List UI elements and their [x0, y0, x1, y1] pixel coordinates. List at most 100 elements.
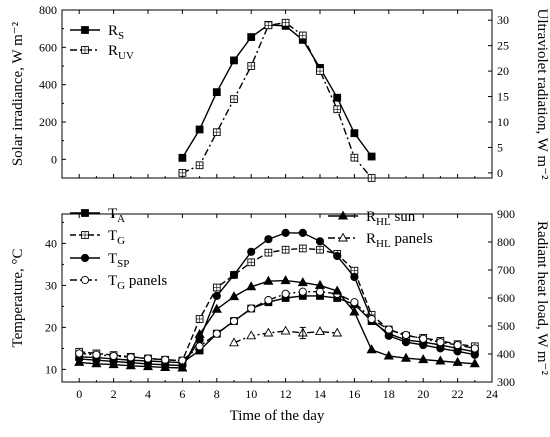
bottom-point-3: [315, 287, 325, 296]
bottom-point-4: [160, 361, 171, 371]
bottom-point-2: [281, 228, 290, 237]
bottom-y2-tick-label: 400: [497, 347, 515, 361]
top-series-1: [178, 18, 376, 182]
bottom-y-tick-label: 20: [45, 320, 57, 334]
bottom-point-3: [143, 354, 153, 363]
bottom-point-2: [229, 270, 239, 279]
bottom-y-tick-label: 30: [45, 278, 57, 292]
top-point-1: [316, 67, 324, 75]
bottom-point-1: [195, 315, 204, 323]
bottom-point-4: [194, 328, 205, 338]
bottom-point-4: [177, 362, 188, 372]
top-point-1: [195, 161, 204, 170]
top-y-axis-title: Solar irradiance, W m⁻²: [10, 21, 26, 166]
bottom-y2-tick-label: 500: [497, 319, 515, 333]
bottom-y-axis-title: Temperature, °C: [10, 248, 26, 347]
legend-label: RHL sun: [366, 209, 416, 228]
bottom-point-3: [75, 349, 84, 358]
top-y2-tick-label: 5: [497, 140, 503, 154]
top-y2-tick-label: 20: [497, 64, 509, 78]
top-series: [178, 18, 376, 182]
bottom-point-3: [212, 329, 221, 338]
top-y-tick-label: 0: [51, 152, 57, 166]
top-point-0: [367, 152, 376, 161]
x-tick-label: 12: [280, 387, 292, 401]
x-tick-label: 2: [111, 387, 117, 401]
bottom-y-tick-label: 40: [45, 236, 57, 250]
bottom-point-3: [195, 342, 204, 351]
bottom-point-4: [435, 355, 446, 365]
bottom-point-3: [384, 325, 393, 334]
bottom-point-3: [92, 350, 101, 359]
x-tick-label: 0: [76, 387, 82, 401]
top-y-tick-label: 600: [39, 40, 57, 54]
bottom-point-4: [108, 359, 119, 369]
bottom-point-4: [349, 306, 360, 316]
top-point-1: [212, 128, 221, 137]
bottom-point-3: [281, 289, 290, 298]
bottom-point-3: [470, 344, 479, 353]
bottom-ticks: 0 2 4 6 8 10 12 14 16 18 20 22 241020304030040050060…: [45, 207, 515, 401]
bottom-point-4: [418, 354, 429, 364]
bottom-series-line-4: [79, 279, 475, 369]
bottom-point-1: [247, 258, 256, 267]
bottom-point-4: [228, 291, 240, 301]
bottom-legend: TA TG TSP TG panels RHL sun RHL panels: [70, 206, 433, 292]
top-y2-tick-label: 10: [497, 115, 509, 129]
bottom-point-4: [211, 303, 222, 313]
bottom-legend-item-2: TSP: [70, 251, 129, 270]
legend-marker: [81, 231, 89, 239]
bottom-point-4: [314, 279, 326, 289]
top-legend-item-0: RS: [70, 23, 124, 42]
top-point-0: [350, 129, 359, 138]
bottom-point-4: [366, 344, 377, 354]
legend-label: RS: [108, 23, 124, 42]
bottom-series-line-0: [79, 295, 475, 364]
bottom-y2-tick-label: 300: [497, 375, 515, 389]
bottom-legend-item-1: TG: [70, 228, 125, 247]
top-point-1: [178, 169, 187, 177]
x-tick-label: 18: [383, 387, 395, 401]
x-tick-label: 16: [348, 387, 360, 401]
top-legend-item-1: RUV: [70, 43, 134, 62]
bottom-legend-item-0: TA: [70, 206, 125, 225]
x-tick-label: 24: [486, 387, 498, 401]
top-y-tick-label: 800: [39, 3, 57, 17]
bottom-point-2: [298, 228, 307, 237]
bottom-point-2: [401, 338, 411, 347]
bottom-point-4: [263, 275, 274, 285]
x-tick-label: 22: [452, 387, 464, 401]
x-tick-label: 10: [245, 387, 257, 401]
legend-label: TA: [108, 206, 125, 225]
bottom-point-2: [350, 272, 359, 282]
top-y2-tick-label: 0: [497, 166, 503, 180]
bottom-point-4: [297, 277, 308, 287]
legend-marker: [81, 46, 89, 54]
top-point-1: [367, 174, 376, 182]
bottom-series-3: [75, 287, 479, 365]
bottom-point-3: [350, 298, 359, 307]
x-tick-label: 20: [417, 387, 429, 401]
bottom-point-2: [247, 247, 256, 256]
bottom-point-2: [264, 235, 273, 244]
bottom-point-2: [212, 291, 221, 300]
legend-label: TG: [108, 228, 125, 247]
top-point-1: [298, 31, 307, 40]
legend-marker: [81, 209, 89, 217]
bottom-point-5: [263, 327, 274, 337]
bottom-point-1: [212, 283, 221, 292]
bottom-series-4: [74, 275, 480, 372]
top-point-1: [247, 62, 256, 70]
bottom-point-4: [280, 275, 291, 285]
x-tick-label: 8: [214, 387, 220, 401]
legend-label: RHL panels: [366, 231, 433, 250]
top-point-0: [195, 125, 204, 134]
bottom-point-5: [280, 325, 291, 335]
top-point-0: [333, 93, 342, 102]
bottom-point-4: [332, 285, 343, 295]
top-y-tick-label: 200: [39, 115, 57, 129]
top-point-1: [281, 18, 290, 27]
bottom-point-3: [264, 296, 273, 305]
